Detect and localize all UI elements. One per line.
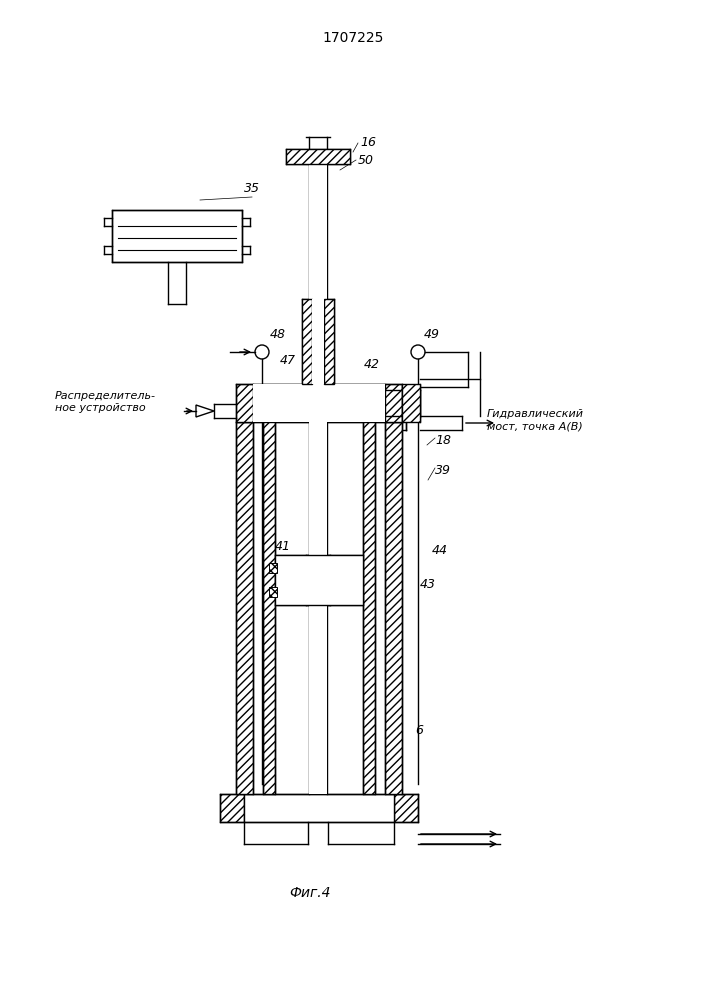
Text: Фиг.4: Фиг.4 (289, 886, 331, 900)
Text: 40: 40 (279, 560, 295, 574)
Text: 50: 50 (358, 153, 374, 166)
Text: 43: 43 (420, 578, 436, 591)
Bar (112, 210, 242, 262)
Bar (244, 794, 394, 822)
Text: 39: 39 (435, 464, 451, 477)
Text: 49: 49 (424, 328, 440, 342)
Bar (302, 299, 312, 384)
Bar (402, 384, 420, 422)
Bar (220, 794, 244, 822)
Text: 16: 16 (360, 136, 376, 149)
Bar (275, 555, 363, 605)
Bar (269, 563, 277, 573)
Bar (286, 149, 350, 164)
Text: 48: 48 (270, 328, 286, 342)
Bar (275, 422, 363, 794)
Bar (269, 587, 277, 597)
Bar (363, 422, 375, 794)
Text: Гидравлический
мост, точка А(В): Гидравлический мост, точка А(В) (487, 409, 584, 431)
Bar (324, 299, 334, 384)
Text: 18: 18 (435, 434, 451, 446)
Text: 44: 44 (432, 544, 448, 556)
Text: 42: 42 (364, 359, 380, 371)
Text: 6: 6 (415, 724, 423, 736)
Bar (394, 794, 418, 822)
Bar (236, 422, 253, 794)
Bar (263, 422, 275, 794)
Text: 41: 41 (275, 540, 291, 554)
Bar (312, 299, 324, 384)
Text: 47: 47 (280, 354, 296, 366)
Bar (253, 384, 385, 422)
Text: 1707225: 1707225 (322, 31, 384, 45)
Text: 35: 35 (244, 182, 260, 195)
Bar (253, 422, 385, 794)
Text: Распределитель-
ное устройство: Распределитель- ное устройство (55, 391, 156, 413)
Bar (236, 384, 402, 422)
Bar (309, 164, 327, 794)
Bar (385, 422, 402, 794)
